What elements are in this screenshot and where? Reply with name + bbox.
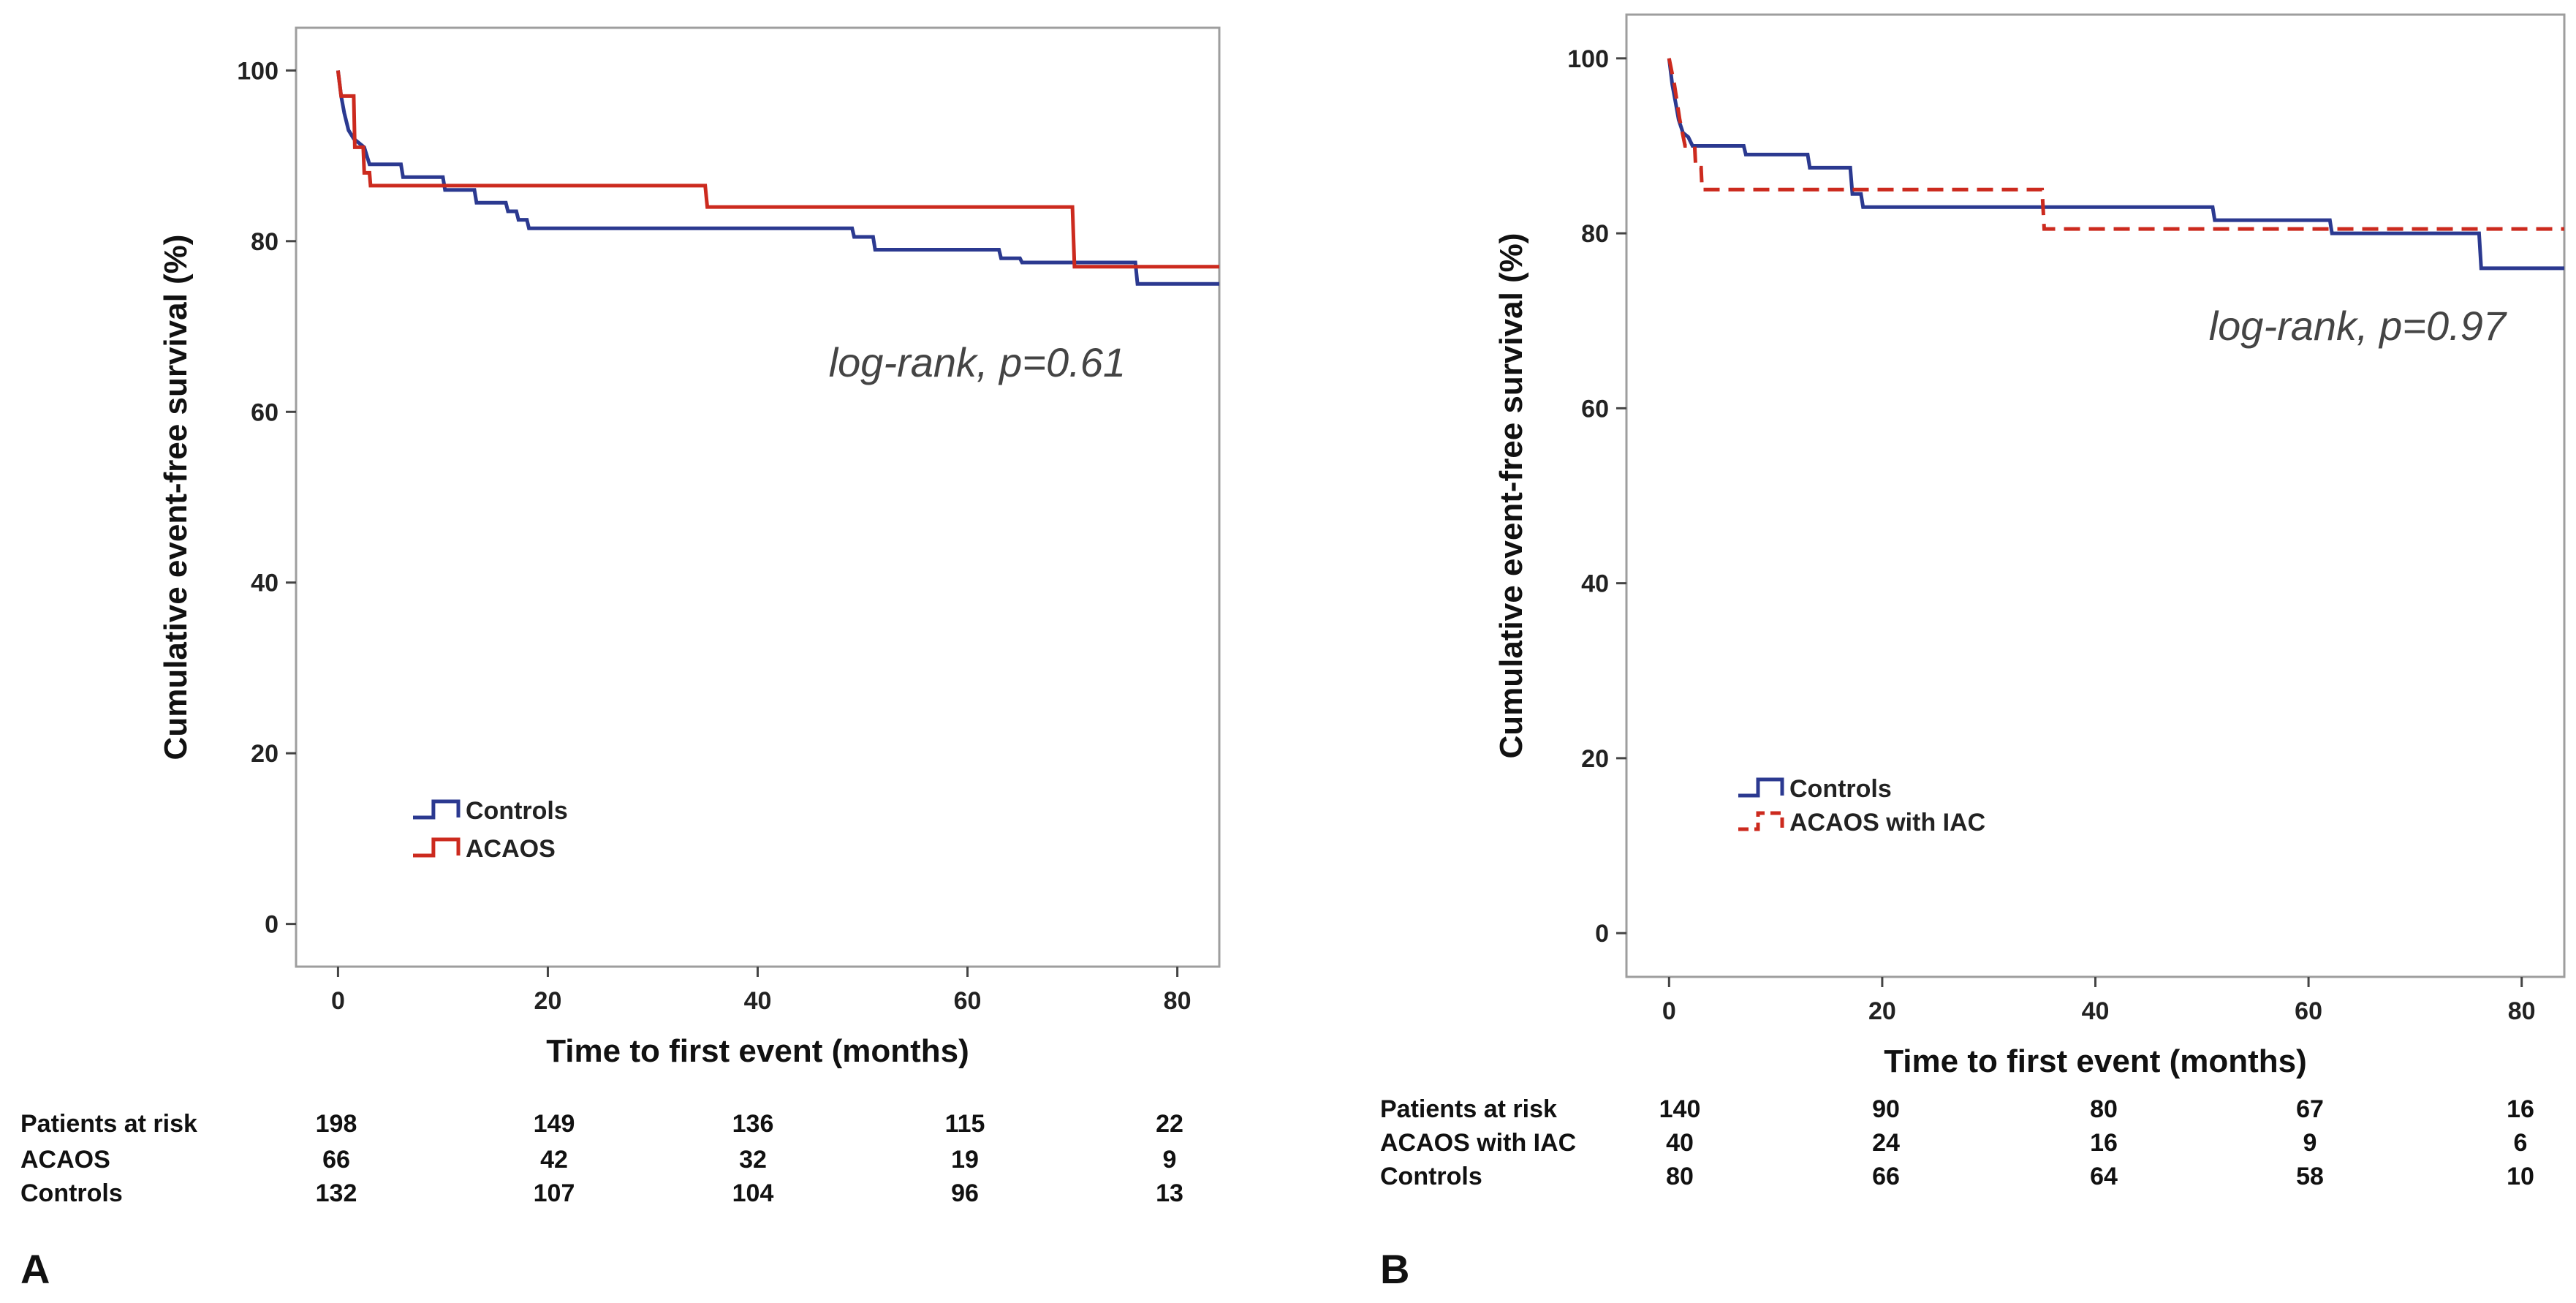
series-line-acaos-with-iac <box>1667 58 2564 231</box>
chart-panel-a: 0 20 40 60 80 100 0 20 40 60 80 Time to first event… <box>20 26 1221 1292</box>
series-line-controls <box>336 70 1219 286</box>
risk-value: 16 <box>2507 1095 2534 1123</box>
y-tick-label: 80 <box>251 228 279 256</box>
legend-swatch <box>1738 811 1784 831</box>
risk-value: 32 <box>739 1146 767 1174</box>
x-tick-label: 80 <box>1164 987 1192 1015</box>
panel-letter: B <box>1380 1246 1409 1292</box>
x-tick-label: 20 <box>534 987 562 1015</box>
risk-value: 80 <box>2090 1095 2118 1123</box>
x-tick-label: 0 <box>331 987 345 1015</box>
legend-label: Controls <box>1789 775 1892 803</box>
legend-label: ACAOS with IAC <box>1789 809 1985 836</box>
risk-row-label: Controls <box>1380 1163 1482 1190</box>
y-tick-label: 0 <box>1595 920 1609 948</box>
risk-value: 16 <box>2090 1129 2118 1157</box>
x-tick-label: 60 <box>954 987 982 1015</box>
risk-value: 198 <box>316 1110 357 1138</box>
risk-value: 9 <box>1163 1146 1177 1174</box>
risk-value: 104 <box>732 1179 774 1207</box>
y-axis-title: Cumulative event-free survival (%) <box>1493 233 1529 759</box>
series-line-controls <box>1667 58 2564 271</box>
risk-value: 40 <box>1666 1129 1694 1157</box>
panel-letter: A <box>20 1246 50 1292</box>
y-tick-label: 20 <box>251 740 279 768</box>
y-tick-label: 80 <box>1581 220 1609 248</box>
y-tick-label: 100 <box>1567 45 1609 73</box>
y-tick-label: 40 <box>1581 570 1609 598</box>
y-axis-title: Cumulative event-free survival (%) <box>158 235 194 760</box>
y-tick-label: 20 <box>1581 745 1609 773</box>
risk-value: 42 <box>540 1146 568 1174</box>
risk-row-label: ACAOS with IAC <box>1380 1129 1576 1157</box>
x-tick-label: 60 <box>2295 997 2322 1025</box>
y-tick-label: 0 <box>265 911 279 939</box>
legend-label: Controls <box>466 797 568 825</box>
risk-value: 140 <box>1659 1095 1701 1123</box>
risk-value: 13 <box>1156 1179 1183 1207</box>
risk-value: 90 <box>1872 1095 1900 1123</box>
y-tick-label: 60 <box>251 399 279 426</box>
risk-value: 22 <box>1156 1110 1183 1138</box>
x-tick-label: 80 <box>2508 997 2536 1025</box>
risk-value: 58 <box>2296 1163 2324 1190</box>
risk-row-label: Controls <box>20 1179 123 1207</box>
x-tick-label: 40 <box>744 987 772 1015</box>
x-tick-label: 40 <box>2082 997 2110 1025</box>
legend-swatch <box>1738 777 1784 798</box>
risk-value: 132 <box>316 1179 357 1207</box>
risk-value: 149 <box>534 1110 575 1138</box>
legend-swatch <box>413 799 461 820</box>
x-tick-label: 20 <box>1868 997 1896 1025</box>
risk-value: 6 <box>2514 1129 2528 1157</box>
risk-value: 19 <box>951 1146 979 1174</box>
series-line-acaos <box>336 70 1219 269</box>
risk-value: 66 <box>322 1146 350 1174</box>
risk-value: 80 <box>1666 1163 1694 1190</box>
y-tick-label: 100 <box>237 57 279 85</box>
logrank-annotation: log-rank, p=0.97 <box>2209 303 2507 349</box>
risk-row-label: Patients at risk <box>1380 1095 1557 1123</box>
risk-value: 66 <box>1872 1163 1900 1190</box>
risk-row-label: ACAOS <box>20 1146 110 1174</box>
chart-panel-b: 0 20 40 60 80 100 0 20 40 60 80 Time to first event… <box>1380 13 2566 1292</box>
legend-swatch <box>413 837 461 858</box>
y-tick-label: 40 <box>251 570 279 597</box>
logrank-annotation: log-rank, p=0.61 <box>829 339 1126 385</box>
risk-value: 136 <box>732 1110 774 1138</box>
risk-value: 24 <box>1872 1129 1900 1157</box>
risk-value: 115 <box>945 1110 985 1138</box>
legend-label: ACAOS <box>466 835 556 863</box>
x-axis-title: Time to first event (months) <box>1884 1043 2307 1079</box>
x-axis-title: Time to first event (months) <box>546 1033 969 1069</box>
plot-frame <box>1625 13 2566 978</box>
risk-value: 9 <box>2303 1129 2317 1157</box>
risk-value: 96 <box>951 1179 979 1207</box>
risk-row-label: Patients at risk <box>20 1110 197 1138</box>
y-tick-label: 60 <box>1581 395 1609 423</box>
x-tick-label: 0 <box>1662 997 1676 1025</box>
plot-frame <box>295 26 1221 968</box>
risk-value: 64 <box>2090 1163 2118 1190</box>
risk-value: 107 <box>534 1179 575 1207</box>
risk-value: 67 <box>2296 1095 2324 1123</box>
risk-value: 10 <box>2507 1163 2534 1190</box>
